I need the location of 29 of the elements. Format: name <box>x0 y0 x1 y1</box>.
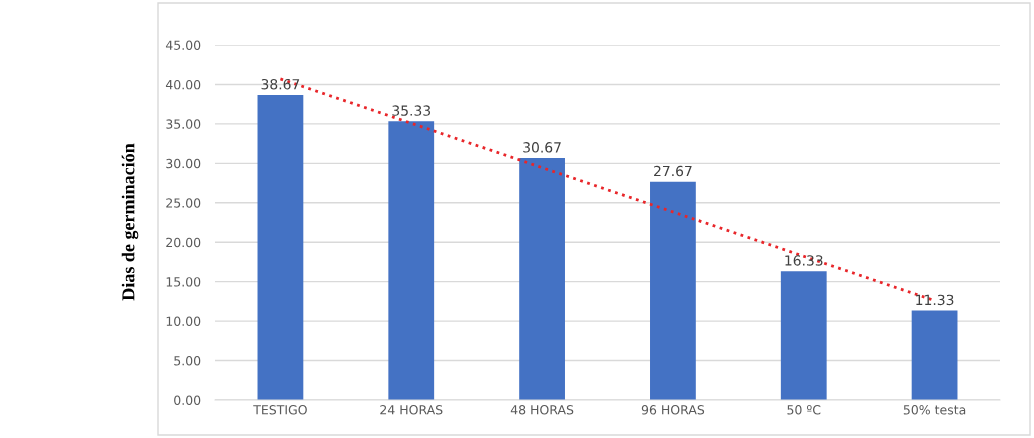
y-tick-label: 20.00 <box>166 237 201 248</box>
y-tick-label: 5.00 <box>174 356 201 366</box>
x-tick-label: 50 ºC <box>787 405 821 415</box>
x-tick-label: 96 HORAS <box>641 405 705 415</box>
y-tick-label: 35.00 <box>166 119 201 129</box>
y-tick-label: 15.00 <box>166 277 201 287</box>
y-tick-label: 25.00 <box>166 198 201 208</box>
x-tick-label: 24 HORAS <box>380 405 443 415</box>
y-tick-label: 10.00 <box>166 316 201 327</box>
data-label: 11.33 <box>916 294 954 306</box>
data-label: 27.67 <box>654 165 692 177</box>
y-tick-label: 30.00 <box>166 158 201 169</box>
bar <box>388 121 435 400</box>
x-tick-label: TESTIGO <box>253 405 307 415</box>
y-tick-label: 40.00 <box>165 79 201 90</box>
bar <box>257 94 304 400</box>
data-label: 35.33 <box>392 105 431 116</box>
data-label: 38.67 <box>261 78 300 90</box>
bar <box>780 271 827 400</box>
bar <box>519 158 565 400</box>
x-tick-label: 50% testa <box>903 405 966 415</box>
data-label: 16.33 <box>785 255 823 266</box>
bar <box>911 310 958 400</box>
y-tick-label: 45.00 <box>165 40 201 50</box>
y-tick-label: 0.00 <box>174 395 201 405</box>
y-axis-title: Dias de germinación <box>121 143 139 301</box>
x-tick-label: 48 HORAS <box>510 405 574 415</box>
bar <box>650 181 696 400</box>
data-label: 30.67 <box>523 142 561 153</box>
